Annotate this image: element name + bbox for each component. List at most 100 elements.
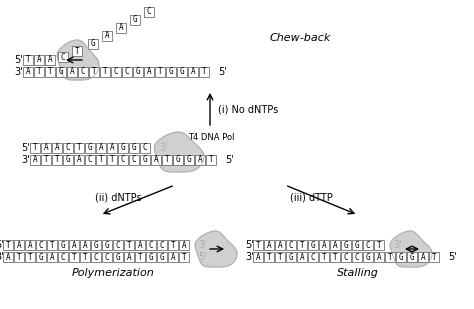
FancyBboxPatch shape [157, 240, 167, 250]
Text: T: T [82, 252, 87, 261]
FancyBboxPatch shape [177, 67, 187, 77]
Text: C: C [105, 252, 109, 261]
FancyBboxPatch shape [124, 252, 134, 262]
Text: 5': 5' [0, 240, 4, 250]
Text: T: T [432, 252, 436, 261]
FancyBboxPatch shape [69, 252, 79, 262]
Text: A: A [55, 143, 59, 153]
FancyBboxPatch shape [140, 143, 150, 153]
Text: T: T [48, 67, 52, 77]
Text: T: T [103, 67, 107, 77]
FancyBboxPatch shape [166, 67, 176, 77]
Text: T: T [109, 155, 114, 164]
FancyBboxPatch shape [45, 55, 55, 65]
Text: T: T [158, 67, 162, 77]
FancyBboxPatch shape [253, 252, 263, 262]
FancyBboxPatch shape [58, 252, 68, 262]
FancyBboxPatch shape [89, 67, 99, 77]
FancyBboxPatch shape [319, 240, 329, 250]
Text: G: G [94, 240, 98, 249]
Text: A: A [27, 240, 32, 249]
Text: C: C [88, 155, 92, 164]
Text: A: A [137, 240, 142, 249]
Text: A: A [36, 56, 41, 65]
Text: T: T [209, 155, 213, 164]
FancyBboxPatch shape [146, 240, 156, 250]
Text: C: C [114, 67, 118, 77]
Text: 3': 3' [0, 252, 4, 262]
Text: A: A [278, 240, 283, 249]
FancyBboxPatch shape [45, 67, 55, 77]
Text: T: T [278, 252, 283, 261]
Text: 3': 3' [14, 67, 23, 77]
Text: A: A [255, 252, 260, 261]
Text: T: T [377, 240, 381, 249]
FancyBboxPatch shape [56, 67, 66, 77]
Text: G: G [344, 240, 348, 249]
Text: A: A [333, 240, 337, 249]
Text: G: G [132, 143, 137, 153]
FancyBboxPatch shape [157, 252, 167, 262]
Text: G: G [289, 252, 293, 261]
Text: A: A [82, 240, 87, 249]
FancyBboxPatch shape [73, 143, 84, 153]
Text: T: T [36, 67, 41, 77]
FancyBboxPatch shape [36, 252, 46, 262]
Polygon shape [57, 40, 99, 80]
Text: T: T [75, 46, 79, 56]
Text: G: G [61, 240, 65, 249]
FancyBboxPatch shape [330, 240, 340, 250]
Text: A: A [33, 155, 37, 164]
Text: C: C [116, 240, 120, 249]
Text: 3': 3' [21, 155, 30, 165]
Text: C: C [61, 53, 65, 61]
FancyBboxPatch shape [140, 155, 150, 165]
FancyBboxPatch shape [102, 240, 112, 250]
Text: C: C [125, 67, 129, 77]
Text: C: C [146, 7, 151, 16]
FancyBboxPatch shape [151, 155, 161, 165]
FancyBboxPatch shape [14, 240, 24, 250]
FancyBboxPatch shape [96, 143, 106, 153]
Text: C: C [310, 252, 315, 261]
FancyBboxPatch shape [14, 252, 24, 262]
Text: 3': 3' [159, 143, 168, 153]
FancyBboxPatch shape [118, 155, 128, 165]
Text: T: T [99, 155, 103, 164]
FancyBboxPatch shape [179, 240, 189, 250]
FancyBboxPatch shape [113, 240, 123, 250]
FancyBboxPatch shape [25, 240, 35, 250]
FancyBboxPatch shape [130, 15, 140, 25]
Text: 5': 5' [218, 67, 227, 77]
Text: C: C [61, 252, 65, 261]
Text: T: T [333, 252, 337, 261]
FancyBboxPatch shape [407, 252, 417, 262]
FancyBboxPatch shape [144, 7, 155, 17]
Text: T: T [72, 252, 76, 261]
Text: C: C [39, 240, 43, 249]
Text: T: T [300, 240, 304, 249]
FancyBboxPatch shape [25, 252, 35, 262]
Text: G: G [136, 67, 140, 77]
Text: T: T [137, 252, 142, 261]
Text: T: T [33, 143, 37, 153]
FancyBboxPatch shape [129, 143, 139, 153]
Text: 5': 5' [245, 240, 254, 250]
FancyBboxPatch shape [199, 67, 210, 77]
Text: 5': 5' [225, 155, 234, 165]
FancyBboxPatch shape [385, 252, 395, 262]
Text: (i) No dNTPs: (i) No dNTPs [218, 104, 278, 114]
Polygon shape [390, 231, 432, 267]
Text: G: G [160, 252, 164, 261]
Text: A: A [300, 252, 304, 261]
Text: (ii) dNTPs: (ii) dNTPs [95, 192, 142, 202]
FancyBboxPatch shape [100, 67, 110, 77]
FancyBboxPatch shape [96, 155, 106, 165]
FancyBboxPatch shape [133, 67, 143, 77]
FancyBboxPatch shape [173, 155, 183, 165]
FancyBboxPatch shape [308, 252, 319, 262]
Text: A: A [146, 67, 151, 77]
FancyBboxPatch shape [80, 240, 91, 250]
Text: A: A [70, 67, 74, 77]
FancyBboxPatch shape [88, 39, 98, 49]
